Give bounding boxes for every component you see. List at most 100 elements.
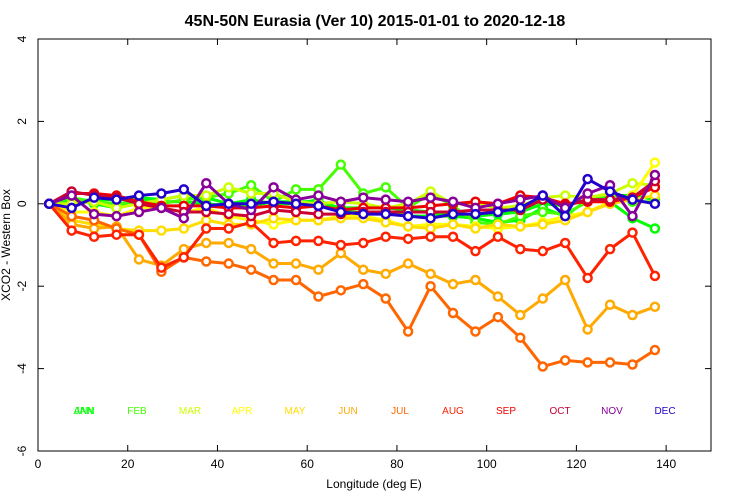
data-point [447,278,459,290]
data-point [380,182,391,193]
data-point [470,208,481,220]
series-jun [43,198,661,335]
data-point [447,231,459,243]
data-point [156,188,167,199]
data-point [245,188,257,199]
data-point [201,237,212,249]
y-axis-label: XCO2 - Western Box [0,189,13,301]
legend-label-aug: AUG [442,406,464,417]
data-point [402,196,414,207]
data-point [492,291,504,302]
data-point [604,243,616,255]
data-point [313,291,324,302]
legend-label-ann: ANN [73,406,94,417]
data-point [290,198,302,210]
data-point [604,357,616,368]
y-tick-label: -6 [15,445,29,456]
data-point [111,194,122,205]
data-point [245,180,257,191]
data-point [313,235,324,247]
legend-label-may: MAY [285,406,306,417]
series-line-apr [48,161,657,231]
data-point [66,225,77,236]
data-point [245,264,257,275]
data-point [492,231,504,243]
data-point [649,190,661,201]
data-point [649,344,661,356]
data-point [358,237,369,249]
data-point [268,258,279,269]
data-point [201,190,212,201]
data-point [223,208,234,220]
y-tick-label: 2 [15,118,29,125]
x-tick-label: 60 [301,457,315,471]
legend-label-oct: OCT [549,406,570,417]
data-point [268,204,279,216]
data-point [627,177,638,189]
data-point [537,219,548,230]
legend-label-jan: JAN [75,406,94,417]
data-point [268,237,279,249]
data-point [133,229,145,240]
data-point [335,196,347,207]
data-point [66,190,77,201]
data-point [492,219,504,230]
data-point [447,219,459,230]
data-point [582,272,593,284]
data-point [559,190,571,201]
data-point [358,192,369,203]
data-point [537,206,548,218]
data-point [425,223,436,234]
y-tick-label: -2 [15,281,29,292]
data-point [470,223,481,234]
data-point [447,307,459,319]
data-point [290,258,302,269]
data-point [604,186,616,197]
data-point [380,268,391,280]
series-line-may [48,194,656,233]
x-tick-label: 120 [566,457,586,471]
data-point [559,210,571,222]
legend-label-mar: MAR [179,406,201,417]
legend-label-apr: APR [232,406,253,417]
data-point [111,210,122,222]
data-point [88,231,100,243]
data-point [425,192,436,203]
data-point [604,194,616,205]
data-point [492,206,504,218]
data-point [358,208,369,220]
data-point [201,200,212,212]
data-point [111,229,122,240]
data-point [268,274,279,286]
data-point [380,231,391,243]
data-point [133,254,145,265]
data-point [223,237,234,249]
data-point [470,326,481,337]
data-point [425,280,436,292]
data-point [537,245,548,257]
data-point [402,210,414,222]
data-point [335,239,347,251]
series-line-dec [48,177,656,220]
data-point [515,221,526,232]
data-point [627,194,638,205]
data-point [515,332,526,343]
data-point [290,215,302,226]
data-point [582,173,593,185]
data-point [470,274,481,286]
series-line-aug [48,202,657,280]
data-point [515,194,526,205]
data-point [582,188,593,199]
data-point [582,324,593,335]
data-point [447,196,459,207]
data-point [335,285,347,296]
data-point [380,293,391,304]
data-point [358,264,369,275]
data-point [133,190,145,201]
series-layer [43,157,661,372]
data-point [559,355,571,366]
data-point [425,268,436,280]
data-point [447,208,459,220]
data-point [290,235,302,247]
legend-label-dec: DEC [654,406,675,417]
